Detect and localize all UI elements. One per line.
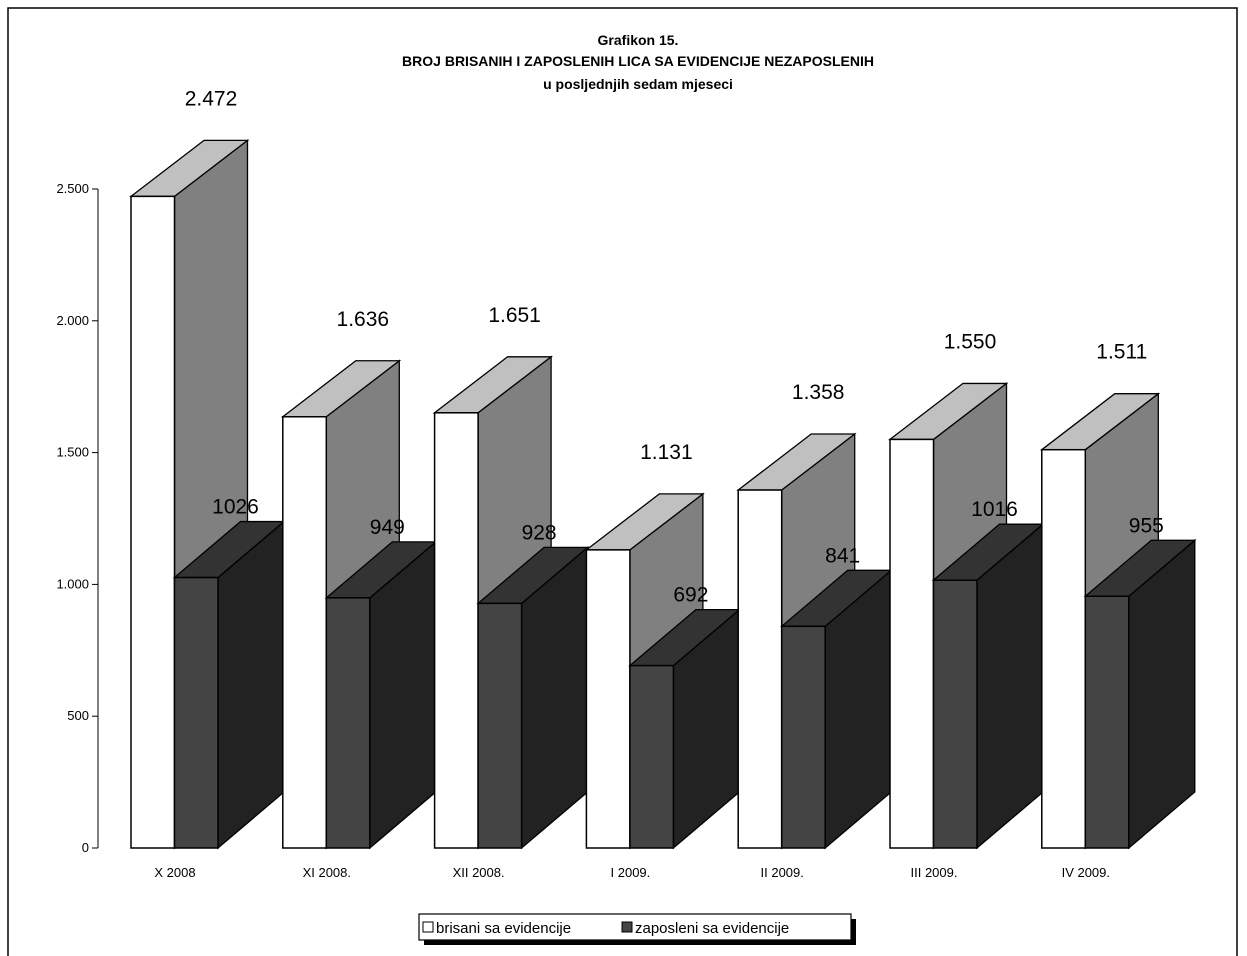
category-label: II 2009. bbox=[761, 865, 804, 880]
bar-group bbox=[432, 355, 590, 850]
bar-group bbox=[129, 139, 286, 850]
y-tick-label: 500 bbox=[67, 708, 89, 723]
chart-title: Grafikon 15. bbox=[598, 32, 679, 48]
bar-group bbox=[1039, 392, 1197, 850]
value-label-zaposleni: 949 bbox=[370, 516, 405, 539]
category-label: X 2008 bbox=[154, 865, 195, 880]
bar-zaposleni-side bbox=[976, 522, 1044, 850]
bar-brisani bbox=[889, 438, 935, 849]
bar-brisani bbox=[433, 412, 479, 849]
y-tick-label: 2.500 bbox=[56, 181, 89, 196]
legend-swatch-zaposleni bbox=[621, 921, 633, 933]
y-axis: 0 500 1.000 1.500 2.000 2.500 bbox=[56, 181, 99, 855]
bar-group bbox=[280, 359, 438, 850]
bar-zaposleni bbox=[932, 579, 978, 849]
value-label-zaposleni: 841 bbox=[825, 544, 860, 567]
bar-zaposleni bbox=[325, 597, 371, 849]
bar-zaposleni-side bbox=[217, 520, 285, 850]
value-label-zaposleni: 1016 bbox=[971, 498, 1018, 521]
bar-group bbox=[888, 382, 1045, 850]
legend-label-zaposleni: zaposleni sa evidencije bbox=[635, 920, 789, 937]
value-label-zaposleni: 955 bbox=[1129, 514, 1164, 537]
value-label-zaposleni: 692 bbox=[673, 584, 708, 607]
category-label: XI 2008. bbox=[303, 865, 351, 880]
y-tick-label: 2.000 bbox=[56, 313, 89, 328]
value-label-zaposleni: 928 bbox=[522, 521, 557, 544]
value-label-brisani: 1.636 bbox=[337, 308, 390, 331]
y-tick-label: 1.000 bbox=[56, 576, 89, 591]
bar-brisani bbox=[737, 489, 783, 849]
legend-swatch-brisani bbox=[422, 921, 434, 933]
y-tick-label: 0 bbox=[82, 840, 89, 855]
bar-group bbox=[736, 432, 893, 850]
chart-subtitle: BROJ BRISANIH I ZAPOSLENIH LICA SA EVIDE… bbox=[402, 53, 874, 69]
chart-border bbox=[7, 7, 1238, 956]
bar-zaposleni bbox=[477, 602, 523, 849]
legend-label-brisani: brisani sa evidencije bbox=[436, 920, 571, 937]
bar-zaposleni bbox=[629, 664, 675, 849]
value-label-brisani: 2.472 bbox=[185, 87, 238, 110]
chart-subtitle-2: u posljednjih sedam mjeseci bbox=[543, 76, 733, 92]
y-tick-label: 1.500 bbox=[56, 445, 89, 460]
bar-zaposleni bbox=[173, 576, 219, 849]
category-label: IV 2009. bbox=[1062, 865, 1110, 880]
value-label-brisani: 1.651 bbox=[488, 304, 541, 327]
value-label-brisani: 1.131 bbox=[640, 441, 693, 464]
value-label-brisani: 1.358 bbox=[792, 381, 845, 404]
bar-brisani bbox=[130, 195, 176, 849]
legend-box bbox=[418, 913, 852, 941]
bar-brisani bbox=[282, 416, 328, 849]
bar-zaposleni bbox=[1084, 595, 1130, 849]
bar-brisani bbox=[1041, 448, 1087, 849]
bar-zaposleni bbox=[780, 625, 826, 849]
value-label-brisani: 1.511 bbox=[1096, 341, 1147, 364]
bar-group bbox=[584, 492, 742, 850]
category-labels: X 2008 XI 2008. XII 2008. I 2009. II 2009. II… bbox=[154, 865, 1110, 880]
legend: brisani sa evidencije zaposleni sa evide… bbox=[418, 913, 856, 945]
value-label-brisani: 1.550 bbox=[944, 330, 997, 353]
bar-brisani bbox=[585, 549, 631, 849]
value-label-zaposleni: 1026 bbox=[212, 496, 259, 519]
category-label: III 2009. bbox=[911, 865, 958, 880]
category-label: XII 2008. bbox=[453, 865, 505, 880]
bars bbox=[129, 139, 1197, 850]
value-labels: 2.472 1026 1.636 949 1.651 928 1.131 692 1.358 84… bbox=[185, 87, 1164, 606]
category-label: I 2009. bbox=[611, 865, 651, 880]
